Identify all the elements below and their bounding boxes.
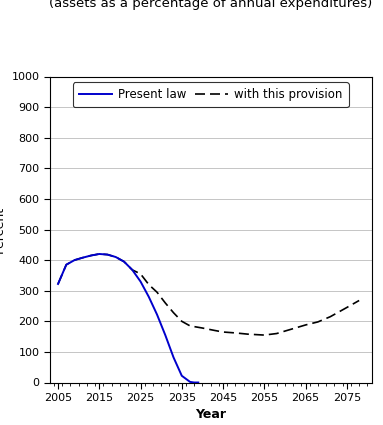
Title: OASDI Trust Fund Ratio
(assets as a percentage of annual expenditures): OASDI Trust Fund Ratio (assets as a perc… [49, 0, 372, 10]
X-axis label: Year: Year [195, 408, 226, 422]
Y-axis label: Percent: Percent [0, 206, 6, 253]
Legend: Present law, with this provision: Present law, with this provision [73, 82, 349, 107]
